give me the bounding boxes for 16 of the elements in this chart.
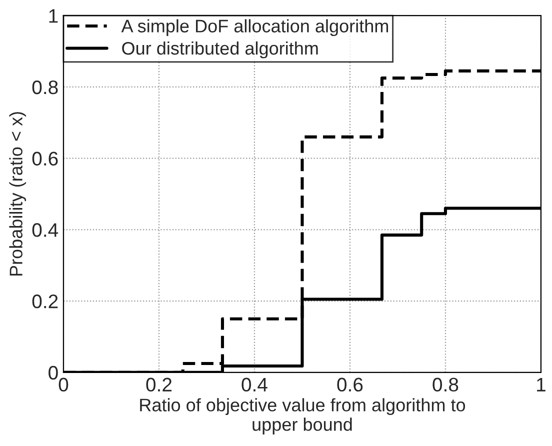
y-tick-label: 0.2 bbox=[32, 294, 58, 308]
x-axis-title: Ratio of objective value from algorithm to upper bound bbox=[140, 398, 466, 434]
y-axis-title: Probability (ratio < x) bbox=[9, 112, 26, 276]
y-tick-label: 0.4 bbox=[32, 223, 58, 237]
legend-label: Our distributed algorithm bbox=[122, 41, 318, 58]
legend-label: A simple DoF allocation algorithm bbox=[121, 19, 388, 36]
x-tick-label: 0.4 bbox=[242, 378, 268, 392]
x-tick-label: 0 bbox=[58, 378, 68, 392]
x-tick-label: 0.8 bbox=[432, 378, 458, 392]
y-tick-label: 0 bbox=[48, 366, 58, 380]
y-tick-label: 1 bbox=[49, 9, 58, 23]
x-tick-label: 0.2 bbox=[146, 378, 172, 392]
x-tick-label: 1 bbox=[537, 378, 546, 392]
y-tick-label: 0.8 bbox=[32, 80, 58, 94]
x-tick-label: 0.6 bbox=[337, 378, 363, 392]
y-tick-label: 0.6 bbox=[32, 152, 58, 166]
